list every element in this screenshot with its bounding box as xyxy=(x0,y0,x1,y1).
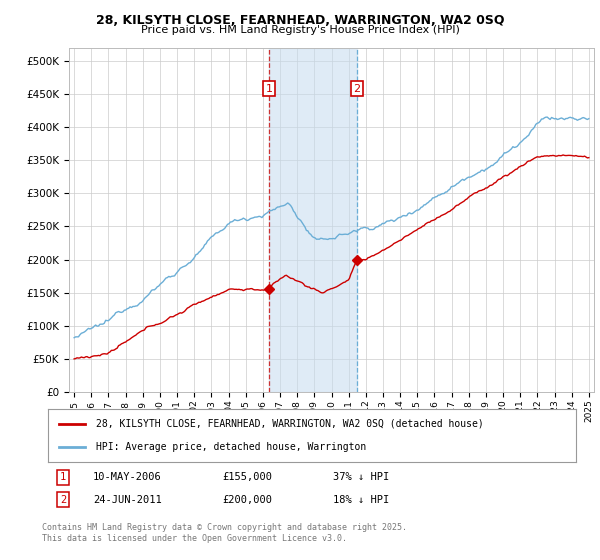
Text: £155,000: £155,000 xyxy=(222,472,272,482)
Text: HPI: Average price, detached house, Warrington: HPI: Average price, detached house, Warr… xyxy=(95,442,366,452)
Text: 37% ↓ HPI: 37% ↓ HPI xyxy=(333,472,389,482)
Bar xyxy=(269,48,357,392)
Text: £200,000: £200,000 xyxy=(222,494,272,505)
Text: 10-MAY-2006: 10-MAY-2006 xyxy=(93,472,162,482)
Text: 1: 1 xyxy=(266,83,272,94)
Text: 28, KILSYTH CLOSE, FEARNHEAD, WARRINGTON, WA2 0SQ (detached house): 28, KILSYTH CLOSE, FEARNHEAD, WARRINGTON… xyxy=(95,419,483,429)
Text: 2: 2 xyxy=(353,83,361,94)
Text: Contains HM Land Registry data © Crown copyright and database right 2025.
This d: Contains HM Land Registry data © Crown c… xyxy=(42,524,407,543)
Text: 1: 1 xyxy=(60,472,66,482)
Text: 2: 2 xyxy=(60,494,66,505)
Text: 24-JUN-2011: 24-JUN-2011 xyxy=(93,494,162,505)
Text: Price paid vs. HM Land Registry's House Price Index (HPI): Price paid vs. HM Land Registry's House … xyxy=(140,25,460,35)
Text: 28, KILSYTH CLOSE, FEARNHEAD, WARRINGTON, WA2 0SQ: 28, KILSYTH CLOSE, FEARNHEAD, WARRINGTON… xyxy=(96,14,504,27)
Text: 18% ↓ HPI: 18% ↓ HPI xyxy=(333,494,389,505)
